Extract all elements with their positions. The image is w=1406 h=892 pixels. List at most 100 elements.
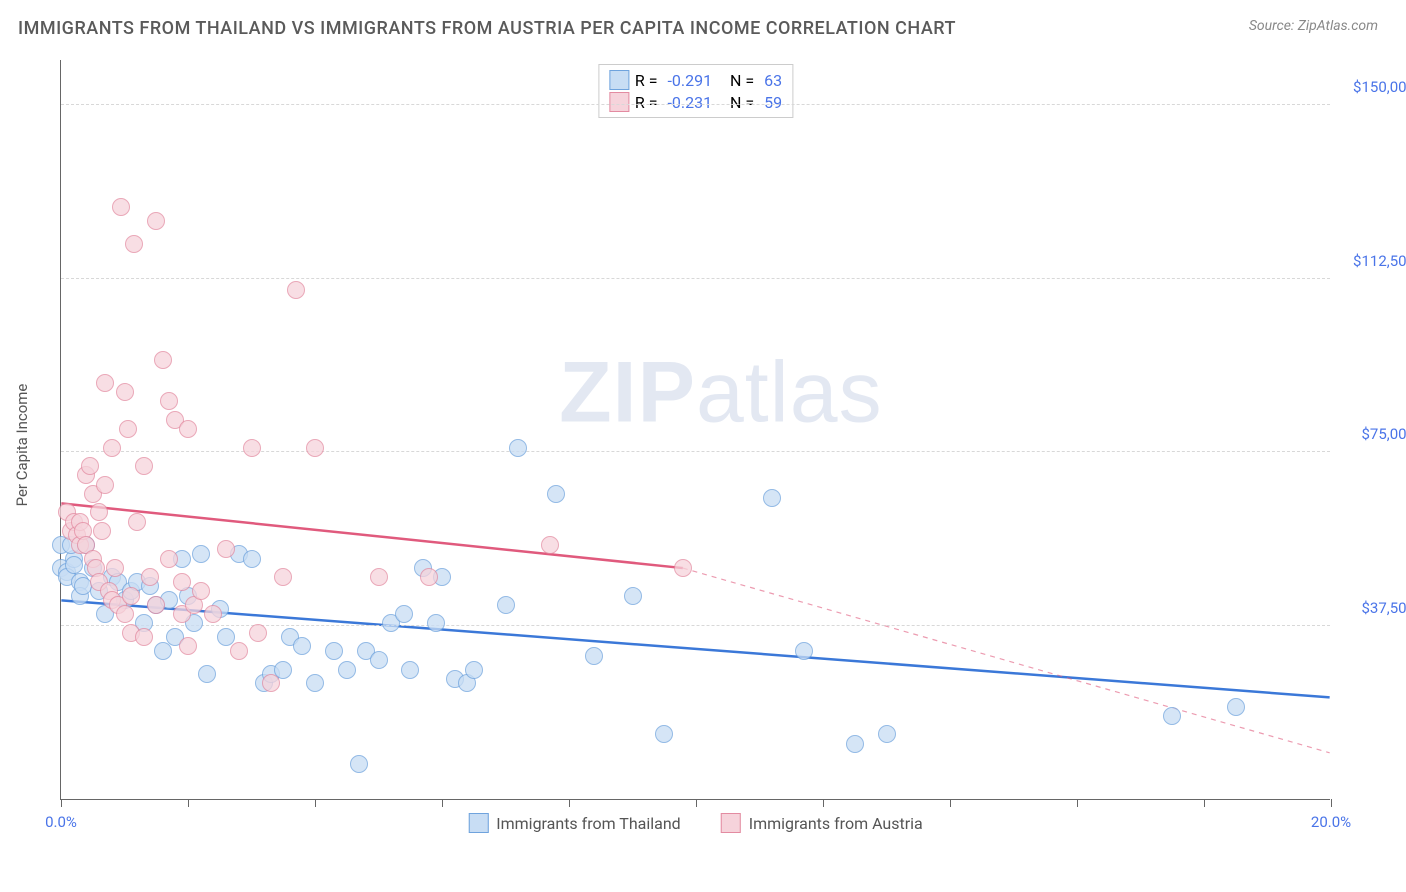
x-tick bbox=[1077, 799, 1078, 807]
data-point-austria bbox=[674, 559, 692, 577]
data-point-thailand bbox=[1227, 698, 1245, 716]
data-point-austria bbox=[179, 637, 197, 655]
data-point-austria bbox=[179, 420, 197, 438]
data-point-thailand bbox=[763, 489, 781, 507]
data-point-thailand bbox=[338, 661, 356, 679]
data-point-austria bbox=[420, 568, 438, 586]
watermark: ZIPatlas bbox=[559, 343, 882, 442]
y-tick-label: $112,500 bbox=[1335, 252, 1406, 270]
data-point-thailand bbox=[243, 550, 261, 568]
data-point-austria bbox=[135, 628, 153, 646]
data-point-thailand bbox=[198, 665, 216, 683]
data-point-thailand bbox=[795, 642, 813, 660]
chart-container: Per Capita Income ZIPatlas R = -0.291 N … bbox=[50, 60, 1370, 830]
chart-header: IMMIGRANTS FROM THAILAND VS IMMIGRANTS F… bbox=[0, 0, 1406, 49]
legend-swatch bbox=[609, 70, 629, 90]
data-point-austria bbox=[243, 439, 261, 457]
trend-lines-layer bbox=[61, 60, 1330, 799]
source-attribution: Source: ZipAtlas.com bbox=[1249, 18, 1378, 34]
plot-area: ZIPatlas R = -0.291 N = 63R = -0.231 N =… bbox=[60, 60, 1330, 800]
data-point-austria bbox=[116, 383, 134, 401]
x-tick bbox=[696, 799, 697, 807]
data-point-austria bbox=[147, 596, 165, 614]
legend-swatch bbox=[721, 813, 741, 833]
data-point-austria bbox=[90, 503, 108, 521]
x-tick bbox=[188, 799, 189, 807]
data-point-austria bbox=[230, 642, 248, 660]
legend-series-austria: Immigrants from Austria bbox=[721, 813, 923, 833]
data-point-austria bbox=[306, 439, 324, 457]
series-legend: Immigrants from Thailand Immigrants from … bbox=[468, 813, 922, 833]
data-point-thailand bbox=[350, 755, 368, 773]
data-point-thailand bbox=[370, 651, 388, 669]
x-tick bbox=[315, 799, 316, 807]
data-point-austria bbox=[541, 536, 559, 554]
data-point-thailand bbox=[547, 485, 565, 503]
x-tick bbox=[823, 799, 824, 807]
data-point-austria bbox=[93, 522, 111, 540]
data-point-austria bbox=[116, 605, 134, 623]
y-axis-label: Per Capita Income bbox=[13, 384, 31, 507]
data-point-thailand bbox=[655, 725, 673, 743]
data-point-austria bbox=[112, 198, 130, 216]
x-tick-label: 20.0% bbox=[1311, 813, 1351, 831]
data-point-thailand bbox=[395, 605, 413, 623]
data-point-thailand bbox=[846, 735, 864, 753]
data-point-austria bbox=[370, 568, 388, 586]
data-point-austria bbox=[141, 568, 159, 586]
data-point-thailand bbox=[306, 674, 324, 692]
data-point-thailand bbox=[878, 725, 896, 743]
data-point-austria bbox=[122, 587, 140, 605]
data-point-thailand bbox=[509, 439, 527, 457]
correlation-legend: R = -0.291 N = 63R = -0.231 N = 59 bbox=[598, 64, 793, 118]
data-point-austria bbox=[154, 351, 172, 369]
x-tick bbox=[950, 799, 951, 807]
data-point-thailand bbox=[154, 642, 172, 660]
data-point-thailand bbox=[293, 637, 311, 655]
data-point-austria bbox=[173, 573, 191, 591]
data-point-thailand bbox=[465, 661, 483, 679]
data-point-thailand bbox=[585, 647, 603, 665]
y-tick-label: $37,500 bbox=[1335, 599, 1406, 617]
data-point-austria bbox=[96, 476, 114, 494]
data-point-austria bbox=[192, 582, 210, 600]
gridline bbox=[61, 104, 1330, 105]
data-point-austria bbox=[274, 568, 292, 586]
data-point-austria bbox=[217, 540, 235, 558]
data-point-thailand bbox=[65, 556, 83, 574]
data-point-thailand bbox=[274, 661, 292, 679]
legend-correlation-row-austria: R = -0.231 N = 59 bbox=[609, 91, 782, 113]
data-point-thailand bbox=[1163, 707, 1181, 725]
legend-series-thailand: Immigrants from Thailand bbox=[468, 813, 680, 833]
y-tick-label: $75,000 bbox=[1335, 425, 1406, 443]
data-point-austria bbox=[119, 420, 137, 438]
data-point-austria bbox=[204, 605, 222, 623]
x-tick bbox=[1331, 799, 1332, 807]
data-point-austria bbox=[103, 439, 121, 457]
data-point-austria bbox=[81, 457, 99, 475]
data-point-thailand bbox=[192, 545, 210, 563]
data-point-austria bbox=[96, 374, 114, 392]
chart-title: IMMIGRANTS FROM THAILAND VS IMMIGRANTS F… bbox=[18, 18, 956, 39]
x-tick bbox=[442, 799, 443, 807]
data-point-austria bbox=[262, 674, 280, 692]
data-point-austria bbox=[125, 235, 143, 253]
legend-correlation-row-thailand: R = -0.291 N = 63 bbox=[609, 69, 782, 91]
x-tick-label: 0.0% bbox=[45, 813, 77, 831]
gridline bbox=[61, 278, 1330, 279]
data-point-thailand bbox=[624, 587, 642, 605]
legend-swatch bbox=[609, 92, 629, 112]
data-point-austria bbox=[128, 513, 146, 531]
data-point-austria bbox=[160, 392, 178, 410]
data-point-austria bbox=[160, 550, 178, 568]
data-point-austria bbox=[249, 624, 267, 642]
data-point-austria bbox=[147, 212, 165, 230]
data-point-austria bbox=[135, 457, 153, 475]
data-point-thailand bbox=[325, 642, 343, 660]
x-tick bbox=[61, 799, 62, 807]
data-point-austria bbox=[287, 281, 305, 299]
data-point-austria bbox=[106, 559, 124, 577]
x-tick bbox=[569, 799, 570, 807]
legend-swatch bbox=[468, 813, 488, 833]
data-point-thailand bbox=[401, 661, 419, 679]
